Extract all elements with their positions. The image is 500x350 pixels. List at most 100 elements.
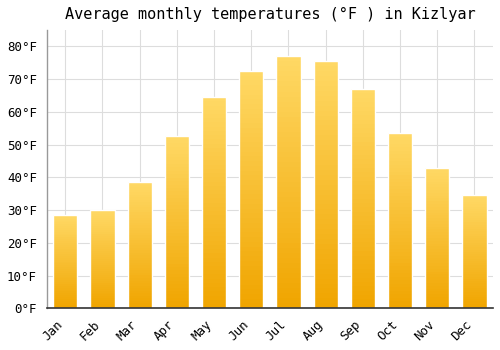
Bar xyxy=(314,269,338,274)
Bar xyxy=(239,170,264,175)
Bar xyxy=(239,147,264,152)
Bar xyxy=(314,160,338,165)
Bar xyxy=(165,236,189,239)
Bar xyxy=(90,293,114,294)
Bar xyxy=(462,236,486,238)
Bar xyxy=(165,294,189,298)
Bar xyxy=(314,185,338,190)
Bar xyxy=(314,264,338,269)
Bar xyxy=(425,252,450,255)
Bar xyxy=(202,291,226,295)
Bar xyxy=(388,193,412,196)
Bar xyxy=(239,294,264,299)
Bar xyxy=(276,217,300,223)
Bar xyxy=(462,206,486,209)
Bar xyxy=(462,290,486,293)
Bar xyxy=(239,242,264,246)
Bar xyxy=(462,238,486,240)
Bar xyxy=(239,104,264,109)
Bar xyxy=(462,204,486,206)
Bar xyxy=(388,301,412,305)
Bar xyxy=(425,286,450,288)
Bar xyxy=(462,301,486,304)
Bar xyxy=(165,157,189,161)
Bar xyxy=(314,274,338,279)
Bar xyxy=(276,97,300,102)
Bar xyxy=(425,235,450,238)
Bar xyxy=(165,205,189,209)
Bar xyxy=(90,259,114,261)
Bar xyxy=(165,188,189,191)
Bar xyxy=(388,186,412,189)
Bar xyxy=(351,216,375,221)
Bar xyxy=(462,279,486,281)
Bar xyxy=(462,229,486,231)
Bar xyxy=(165,212,189,216)
Bar xyxy=(90,251,114,253)
Bar xyxy=(202,135,226,139)
Bar xyxy=(128,255,152,258)
Bar xyxy=(351,278,375,282)
Bar xyxy=(90,287,114,289)
Bar xyxy=(128,223,152,225)
Bar xyxy=(388,287,412,291)
Bar xyxy=(314,303,338,308)
Bar xyxy=(90,281,114,283)
Bar xyxy=(90,212,114,214)
Bar xyxy=(90,304,114,306)
Bar xyxy=(276,71,300,76)
Bar xyxy=(165,167,189,171)
Bar xyxy=(165,305,189,308)
Bar xyxy=(53,245,78,247)
Bar xyxy=(425,221,450,224)
Bar xyxy=(425,238,450,241)
Bar xyxy=(314,219,338,224)
Bar xyxy=(276,167,300,172)
Bar xyxy=(239,190,264,194)
Bar xyxy=(202,270,226,274)
Bar xyxy=(239,80,264,85)
Bar xyxy=(388,280,412,284)
Bar xyxy=(202,203,226,207)
Bar xyxy=(165,267,189,271)
Bar xyxy=(351,238,375,243)
Bar xyxy=(53,293,78,295)
Bar xyxy=(53,306,78,308)
Bar xyxy=(314,224,338,229)
Bar xyxy=(462,195,486,308)
Bar xyxy=(314,244,338,249)
Bar xyxy=(388,305,412,308)
Bar xyxy=(90,263,114,265)
Bar xyxy=(53,282,78,284)
Bar xyxy=(165,229,189,233)
Bar xyxy=(202,97,226,308)
Bar xyxy=(128,283,152,286)
Bar xyxy=(314,116,338,120)
Bar xyxy=(90,218,114,220)
Bar xyxy=(462,293,486,295)
Bar xyxy=(90,275,114,277)
Bar xyxy=(388,133,412,136)
Bar xyxy=(90,233,114,236)
Bar xyxy=(276,263,300,268)
Bar xyxy=(239,232,264,237)
Bar xyxy=(425,230,450,232)
Bar xyxy=(202,110,226,114)
Bar xyxy=(351,260,375,264)
Bar xyxy=(90,255,114,257)
Bar xyxy=(351,111,375,115)
Bar xyxy=(351,155,375,159)
Bar xyxy=(128,273,152,275)
Bar xyxy=(462,288,486,290)
Bar xyxy=(90,296,114,299)
Bar xyxy=(128,238,152,240)
Bar xyxy=(351,264,375,269)
Bar xyxy=(53,297,78,299)
Bar xyxy=(276,152,300,157)
Bar xyxy=(128,190,152,192)
Bar xyxy=(314,195,338,200)
Bar xyxy=(351,186,375,190)
Bar xyxy=(202,190,226,194)
Bar xyxy=(276,208,300,212)
Bar xyxy=(202,258,226,262)
